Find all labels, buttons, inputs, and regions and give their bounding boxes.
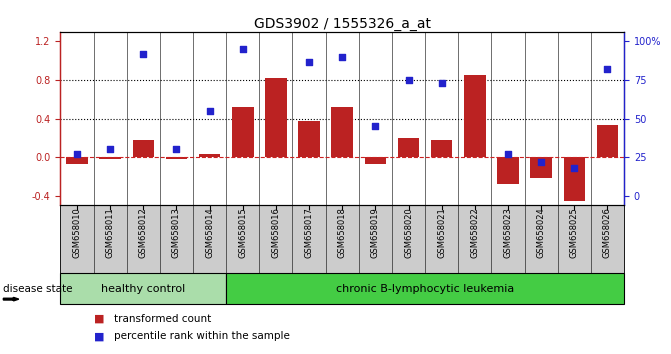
Bar (331, 107, 353, 157)
Text: GSM658023: GSM658023 (503, 207, 513, 258)
Text: GSM658025: GSM658025 (570, 207, 579, 258)
Bar (398, 138, 419, 157)
Title: GDS3902 / 1555326_a_at: GDS3902 / 1555326_a_at (254, 17, 431, 31)
Point (569, 165, 580, 171)
Point (138, 51, 149, 57)
Point (304, 59, 315, 64)
Point (171, 147, 182, 152)
Bar (99, 157, 121, 159)
Text: ■: ■ (94, 331, 105, 341)
Text: GSM658019: GSM658019 (371, 207, 380, 258)
Text: GSM658010: GSM658010 (72, 207, 81, 258)
Text: percentile rank within the sample: percentile rank within the sample (114, 331, 290, 341)
Bar (132, 140, 154, 157)
Text: GSM658026: GSM658026 (603, 207, 612, 258)
Point (238, 46, 248, 52)
Text: GSM658020: GSM658020 (404, 207, 413, 258)
Bar (564, 157, 585, 200)
Point (72, 151, 83, 157)
Point (204, 108, 215, 114)
Text: GSM658024: GSM658024 (537, 207, 546, 258)
Point (370, 124, 380, 129)
Bar (497, 157, 519, 184)
Text: GSM658015: GSM658015 (238, 207, 247, 258)
Text: ■: ■ (94, 314, 105, 324)
Bar (66, 157, 88, 164)
Bar (530, 157, 552, 178)
Text: GSM658013: GSM658013 (172, 207, 181, 258)
Text: GSM658022: GSM658022 (470, 207, 479, 258)
Text: GSM658012: GSM658012 (139, 207, 148, 258)
Point (436, 80, 447, 86)
Text: GSM658021: GSM658021 (437, 207, 446, 258)
Point (105, 147, 115, 152)
Bar (299, 120, 320, 157)
Bar (232, 107, 254, 157)
Text: GSM658017: GSM658017 (305, 207, 313, 258)
Bar (464, 75, 486, 157)
Text: GSM658018: GSM658018 (338, 207, 347, 258)
Point (337, 54, 348, 60)
Bar (597, 125, 618, 157)
Point (403, 77, 414, 83)
Point (535, 159, 546, 165)
Point (602, 67, 613, 72)
Bar (265, 78, 287, 157)
Text: GSM658011: GSM658011 (105, 207, 115, 258)
Bar (431, 140, 452, 157)
Text: disease state: disease state (3, 284, 73, 293)
Text: GSM658014: GSM658014 (205, 207, 214, 258)
Point (503, 151, 513, 157)
Point (270, 16, 281, 21)
Bar (199, 154, 220, 157)
Text: chronic B-lymphocytic leukemia: chronic B-lymphocytic leukemia (336, 284, 514, 293)
Text: transformed count: transformed count (114, 314, 211, 324)
Bar (364, 157, 386, 164)
Text: healthy control: healthy control (101, 284, 185, 293)
Point (470, 16, 480, 21)
Text: GSM658016: GSM658016 (271, 207, 280, 258)
Bar (166, 157, 187, 159)
